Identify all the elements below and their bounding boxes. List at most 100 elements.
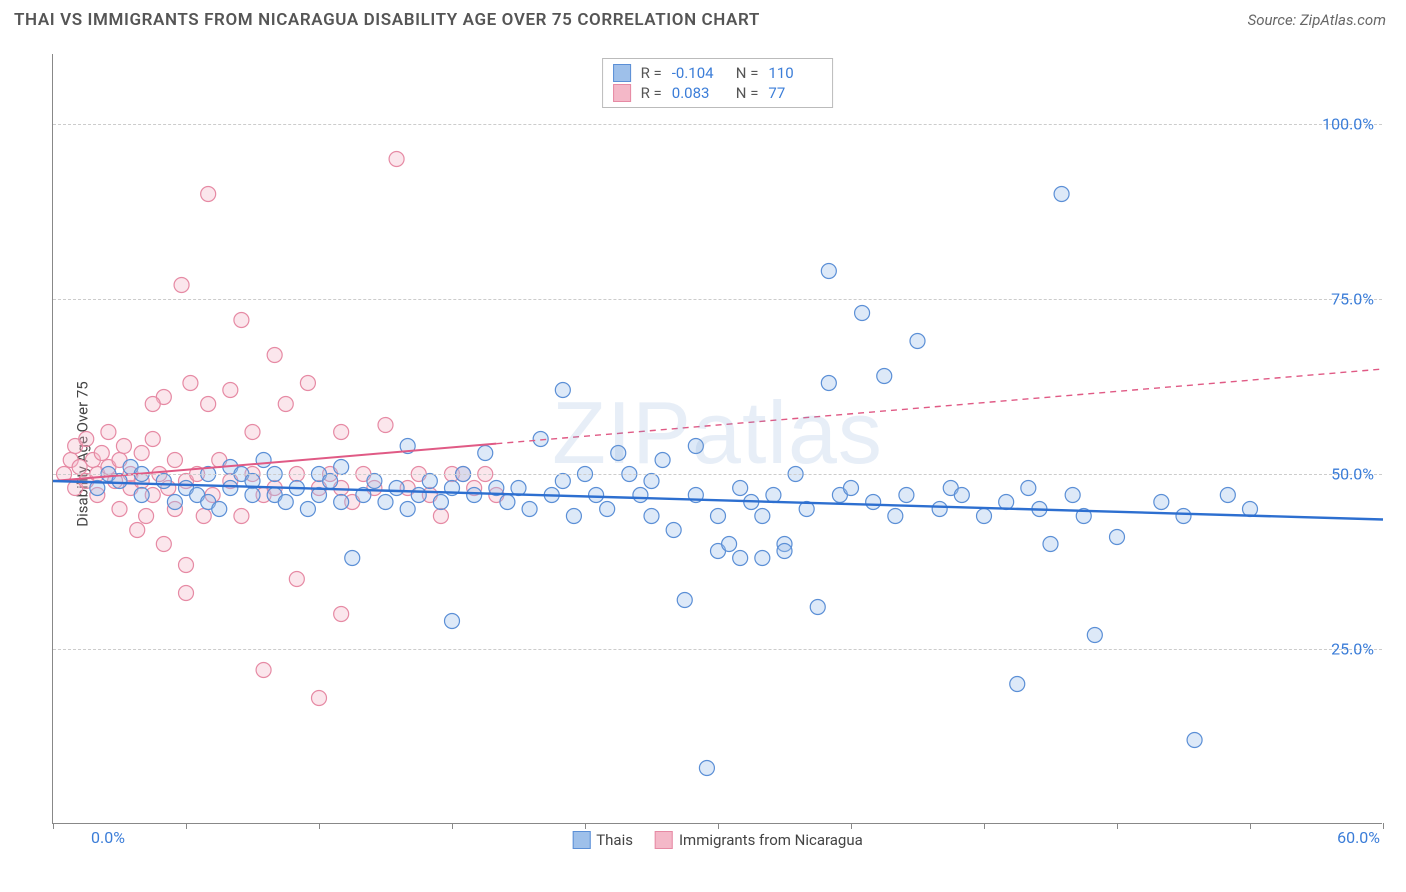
chart-title: THAI VS IMMIGRANTS FROM NICARAGUA DISABI… (14, 10, 760, 30)
data-point (1065, 488, 1080, 503)
data-point (711, 509, 726, 524)
data-point (422, 474, 437, 489)
data-point (223, 481, 238, 496)
swatch-series-a-bottom (572, 831, 590, 849)
data-point (183, 376, 198, 391)
series-a-label: Thais (596, 831, 633, 849)
data-point (755, 551, 770, 566)
trendline-extrapolated (496, 369, 1383, 444)
data-point (433, 495, 448, 510)
data-point (312, 691, 327, 706)
r-value-b: 0.083 (672, 84, 726, 102)
r-value-a: -0.104 (672, 64, 726, 82)
chart-container: Disability Age Over 75 R = -0.104 N = 11… (14, 44, 1392, 864)
data-point (1054, 187, 1069, 202)
x-tick (1117, 823, 1118, 829)
legend-row-b: R = 0.083 N = 77 (613, 83, 823, 103)
data-point (433, 509, 448, 524)
data-point (156, 537, 171, 552)
data-point (256, 453, 271, 468)
data-point (201, 397, 216, 412)
x-tick (984, 823, 985, 829)
data-point (378, 418, 393, 433)
data-point (478, 446, 493, 461)
data-point (855, 306, 870, 321)
data-point (522, 502, 537, 517)
data-point (866, 495, 881, 510)
x-tick (186, 823, 187, 829)
data-point (245, 488, 260, 503)
data-point (116, 439, 131, 454)
data-point (1010, 677, 1025, 692)
y-tick-label: 100.0% (1322, 115, 1374, 134)
data-point (278, 495, 293, 510)
data-point (688, 439, 703, 454)
data-point (334, 495, 349, 510)
x-tick (851, 823, 852, 829)
data-point (94, 446, 109, 461)
data-point (1243, 502, 1258, 517)
data-point (500, 495, 515, 510)
data-point (932, 502, 947, 517)
data-point (766, 488, 781, 503)
series-legend: Thais Immigrants from Nicaragua (572, 831, 863, 849)
data-point (256, 663, 271, 678)
data-point (167, 495, 182, 510)
data-point (278, 397, 293, 412)
y-tick-label: 25.0% (1331, 640, 1374, 659)
data-point (134, 488, 149, 503)
data-point (167, 453, 182, 468)
gridline (53, 124, 1382, 125)
data-point (112, 502, 127, 517)
swatch-series-b-bottom (655, 831, 673, 849)
data-point (300, 502, 315, 517)
data-point (267, 348, 282, 363)
data-point (334, 460, 349, 475)
data-point (367, 474, 382, 489)
data-point (844, 481, 859, 496)
data-point (755, 509, 770, 524)
gridline (53, 649, 1382, 650)
data-point (334, 607, 349, 622)
plot-area: R = -0.104 N = 110 R = 0.083 N = 77 ZIPa… (52, 54, 1382, 824)
data-point (1220, 488, 1235, 503)
data-point (1087, 628, 1102, 643)
data-point (1187, 733, 1202, 748)
data-point (179, 558, 194, 573)
data-point (722, 537, 737, 552)
data-point (677, 593, 692, 608)
data-point (733, 551, 748, 566)
data-point (156, 474, 171, 489)
data-point (633, 488, 648, 503)
r-label-b: R = (641, 84, 662, 102)
data-point (810, 600, 825, 615)
data-point (323, 474, 338, 489)
data-point (130, 523, 145, 538)
data-point (174, 278, 189, 293)
data-point (345, 551, 360, 566)
data-point (644, 509, 659, 524)
data-point (555, 474, 570, 489)
data-point (733, 481, 748, 496)
n-value-b: 77 (768, 84, 822, 102)
scatter-svg (53, 54, 1382, 823)
data-point (101, 425, 116, 440)
data-point (245, 425, 260, 440)
x-tick (718, 823, 719, 829)
legend-item-b: Immigrants from Nicaragua (655, 831, 863, 849)
data-point (666, 523, 681, 538)
x-tick (452, 823, 453, 829)
data-point (445, 614, 460, 629)
data-point (212, 502, 227, 517)
data-point (411, 488, 426, 503)
data-point (1043, 537, 1058, 552)
data-point (954, 488, 969, 503)
data-point (196, 509, 211, 524)
data-point (467, 488, 482, 503)
gridline (53, 299, 1382, 300)
gridline (53, 474, 1382, 475)
data-point (400, 502, 415, 517)
data-point (334, 425, 349, 440)
data-point (378, 495, 393, 510)
swatch-series-a (613, 64, 631, 82)
